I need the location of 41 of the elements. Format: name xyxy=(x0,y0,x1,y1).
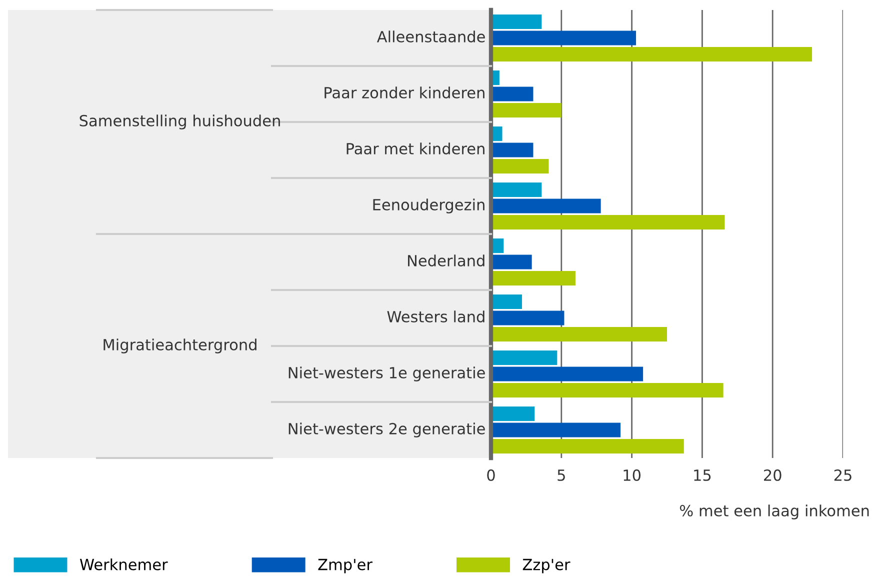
bar xyxy=(491,142,534,158)
y-tick-label: Niet-westers 2e generatie xyxy=(288,422,485,438)
x-tick-label: 10 xyxy=(624,469,641,481)
text: Migratieachtergrond xyxy=(104,338,256,354)
y-tick-label: Alleenstaande xyxy=(376,30,485,42)
bar xyxy=(491,326,667,342)
bar xyxy=(491,254,532,270)
bar xyxy=(491,270,576,286)
bar xyxy=(491,214,725,230)
x-tick-label: 0 xyxy=(487,469,495,481)
legend-label: Zmp'er xyxy=(318,558,372,574)
x-tick-label: 25 xyxy=(834,469,852,481)
bar xyxy=(491,310,564,326)
y-tick-label: Paar met kinderen xyxy=(346,142,484,154)
bar xyxy=(491,294,522,310)
bar xyxy=(491,30,636,46)
x-tick-label: 5 xyxy=(558,470,565,481)
x-axis-title: % met een laag inkomen xyxy=(680,504,869,520)
y-tick-label: Paar zonder kinderen xyxy=(324,86,484,98)
bar xyxy=(491,366,644,382)
legend-label: Werknemer xyxy=(80,558,168,570)
y-tick-label: Nederland xyxy=(408,254,484,266)
text: Samenstelling huishouden xyxy=(80,114,280,130)
y-tick-label: Niet-westers 1e generatie xyxy=(288,366,485,382)
x-tick-label: 20 xyxy=(764,469,782,481)
y-tick-label: Eenoudergezin xyxy=(373,198,484,214)
bar xyxy=(491,350,558,366)
bar xyxy=(491,406,535,422)
bar xyxy=(491,46,812,62)
bar xyxy=(491,14,542,30)
bar xyxy=(491,182,542,198)
bar xyxy=(491,198,601,214)
legend-label: Zzp'er xyxy=(522,558,570,574)
bar xyxy=(491,86,534,102)
bar xyxy=(491,422,621,438)
x-tick-label: 15 xyxy=(694,470,711,481)
bar xyxy=(491,438,684,454)
bar xyxy=(491,102,562,118)
bar xyxy=(491,382,724,398)
bar xyxy=(491,158,549,174)
y-tick-label: Westers land xyxy=(387,310,484,322)
